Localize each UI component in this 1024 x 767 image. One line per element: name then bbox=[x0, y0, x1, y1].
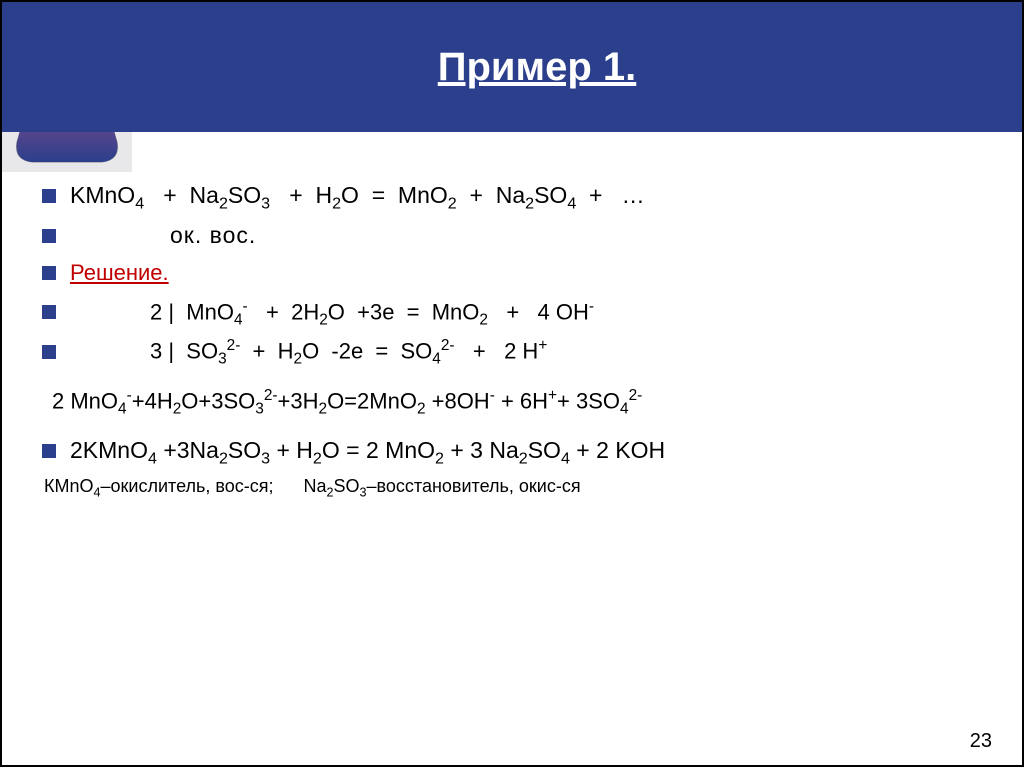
slide-header: Пример 1. bbox=[2, 2, 1022, 132]
bullet-icon bbox=[42, 189, 56, 203]
bullet-icon bbox=[42, 266, 56, 280]
bullet-icon bbox=[42, 305, 56, 319]
solution-label-line: Решение. bbox=[42, 260, 1002, 290]
roles-line: ок. вос. bbox=[42, 222, 1002, 252]
equation-line: KMnO4 + Na2SO3 + H2O = MnO2 + Na2SO4 + … bbox=[42, 182, 1002, 214]
half-reaction-line: 3 | SO32- + H2O -2e = SO42- + 2 H+ bbox=[42, 337, 1002, 369]
slide: Пример 1. KMnO4 + Na2SO3 + H2O = MnO2 + … bbox=[0, 0, 1024, 767]
page-number: 23 bbox=[970, 730, 992, 753]
full-ionic-equation: 2 MnO4-+4H2O+3SO32-+3H2O=2MnO2 +8OH- + 6… bbox=[52, 387, 1002, 419]
slide-title: Пример 1. bbox=[438, 45, 637, 90]
final-equation: 2KMnO4 +3Na2SO3 + H2O = 2 MnO2 + 3 Na2SO… bbox=[70, 437, 665, 469]
note-line: КMnO4–окислитель, вос-ся; Na2SO3–восстан… bbox=[44, 476, 1002, 500]
final-equation-line: 2KMnO4 +3Na2SO3 + H2O = 2 MnO2 + 3 Na2SO… bbox=[42, 437, 1002, 469]
slide-content: KMnO4 + Na2SO3 + H2O = MnO2 + Na2SO4 + …… bbox=[2, 132, 1022, 510]
bullet-icon bbox=[42, 444, 56, 458]
equation-1: KMnO4 + Na2SO3 + H2O = MnO2 + Na2SO4 + … bbox=[70, 182, 645, 214]
half-reaction-line: 2 | MnO4- + 2H2O +3e = MnO2 + 4 OH- bbox=[42, 298, 1002, 330]
half-reaction-2: 3 | SO32- + H2O -2e = SO42- + 2 H+ bbox=[150, 337, 547, 369]
solution-label: Решение. bbox=[70, 260, 169, 286]
bullet-icon bbox=[42, 345, 56, 359]
bullet-icon bbox=[42, 229, 56, 243]
half-reaction-1: 2 | MnO4- + 2H2O +3e = MnO2 + 4 OH- bbox=[150, 298, 594, 330]
roles-text: ок. вос. bbox=[170, 222, 256, 249]
